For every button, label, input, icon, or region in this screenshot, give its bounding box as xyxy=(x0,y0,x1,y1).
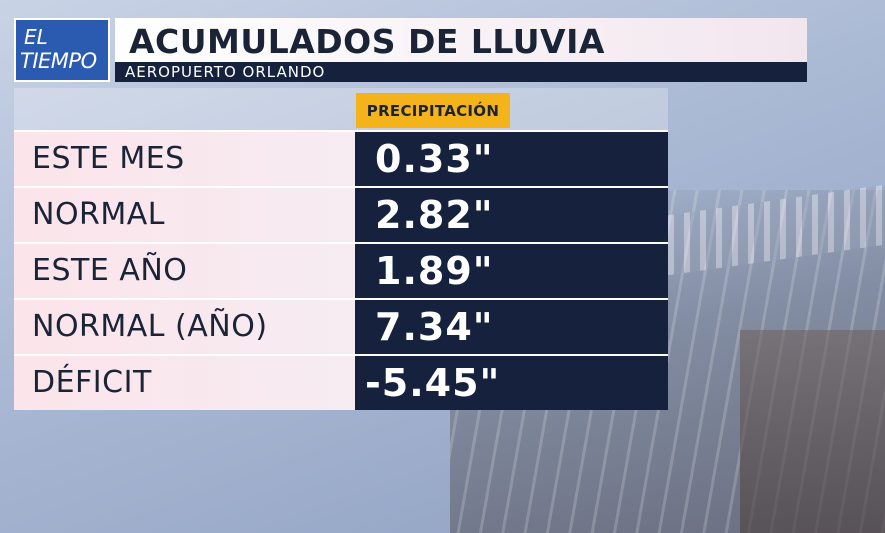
table-row: ESTE MES 0.33" xyxy=(14,130,668,186)
logo-line-2: TIEMPO xyxy=(20,49,97,73)
row-value-deficit: -5.45" xyxy=(355,356,668,410)
row-label-deficit: DÉFICIT xyxy=(14,356,355,410)
table-row: ESTE AÑO 1.89" xyxy=(14,242,668,298)
row-value-este-ano: 1.89" xyxy=(355,244,668,298)
background-wall xyxy=(740,330,885,533)
location-subtitle: AEROPUERTO ORLANDO xyxy=(125,63,326,81)
row-label-normal-ano: NORMAL (AÑO) xyxy=(14,300,355,354)
row-label-este-mes: ESTE MES xyxy=(14,132,355,186)
table-header-row: PRECIPITACIÓN xyxy=(14,88,668,130)
el-tiempo-logo: EL TIEMPO xyxy=(14,18,110,82)
page-title: ACUMULADOS DE LLUVIA xyxy=(129,22,605,61)
row-label-este-ano: ESTE AÑO xyxy=(14,244,355,298)
rainfall-table: PRECIPITACIÓN ESTE MES 0.33" NORMAL 2.82… xyxy=(14,88,668,410)
title-bar: ACUMULADOS DE LLUVIA xyxy=(115,18,807,62)
row-value-este-mes: 0.33" xyxy=(355,132,668,186)
table-row: DÉFICIT -5.45" xyxy=(14,354,668,410)
row-value-normal-ano: 7.34" xyxy=(355,300,668,354)
table-row: NORMAL 2.82" xyxy=(14,186,668,242)
table-row: NORMAL (AÑO) 7.34" xyxy=(14,298,668,354)
subtitle-bar: AEROPUERTO ORLANDO xyxy=(115,62,807,82)
precipitation-column-header: PRECIPITACIÓN xyxy=(356,93,510,128)
row-label-normal: NORMAL xyxy=(14,188,355,242)
logo-line-1: EL xyxy=(24,25,48,49)
row-value-normal: 2.82" xyxy=(355,188,668,242)
